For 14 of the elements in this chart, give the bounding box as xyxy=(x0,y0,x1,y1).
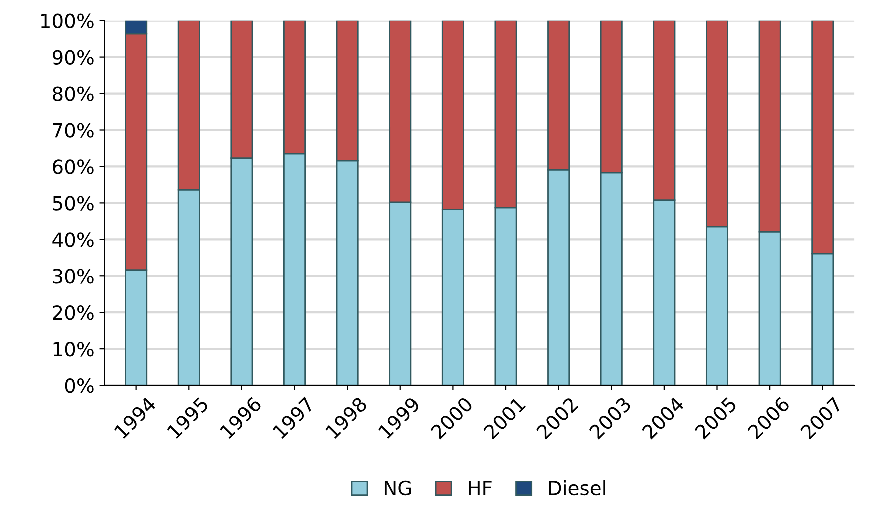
legend-label: HF xyxy=(469,481,492,496)
y-tick-label: 10% xyxy=(54,342,94,357)
legend-label: NG xyxy=(384,480,412,496)
y-tick-label: 90% xyxy=(52,50,94,65)
y-tick-label: 40% xyxy=(52,232,94,248)
y-tick-label: 0% xyxy=(65,378,94,394)
y-tick-label: 60% xyxy=(53,160,94,174)
y-tick-label: 20% xyxy=(53,306,94,320)
y-tick-label: 50% xyxy=(53,196,94,211)
y-tick-label: 70% xyxy=(53,123,94,138)
y-tick-label: 30% xyxy=(53,269,94,284)
y-tick-label: 80% xyxy=(53,86,94,102)
legend-label: Diesel xyxy=(549,480,606,496)
y-tick-label: 100% xyxy=(41,14,94,29)
